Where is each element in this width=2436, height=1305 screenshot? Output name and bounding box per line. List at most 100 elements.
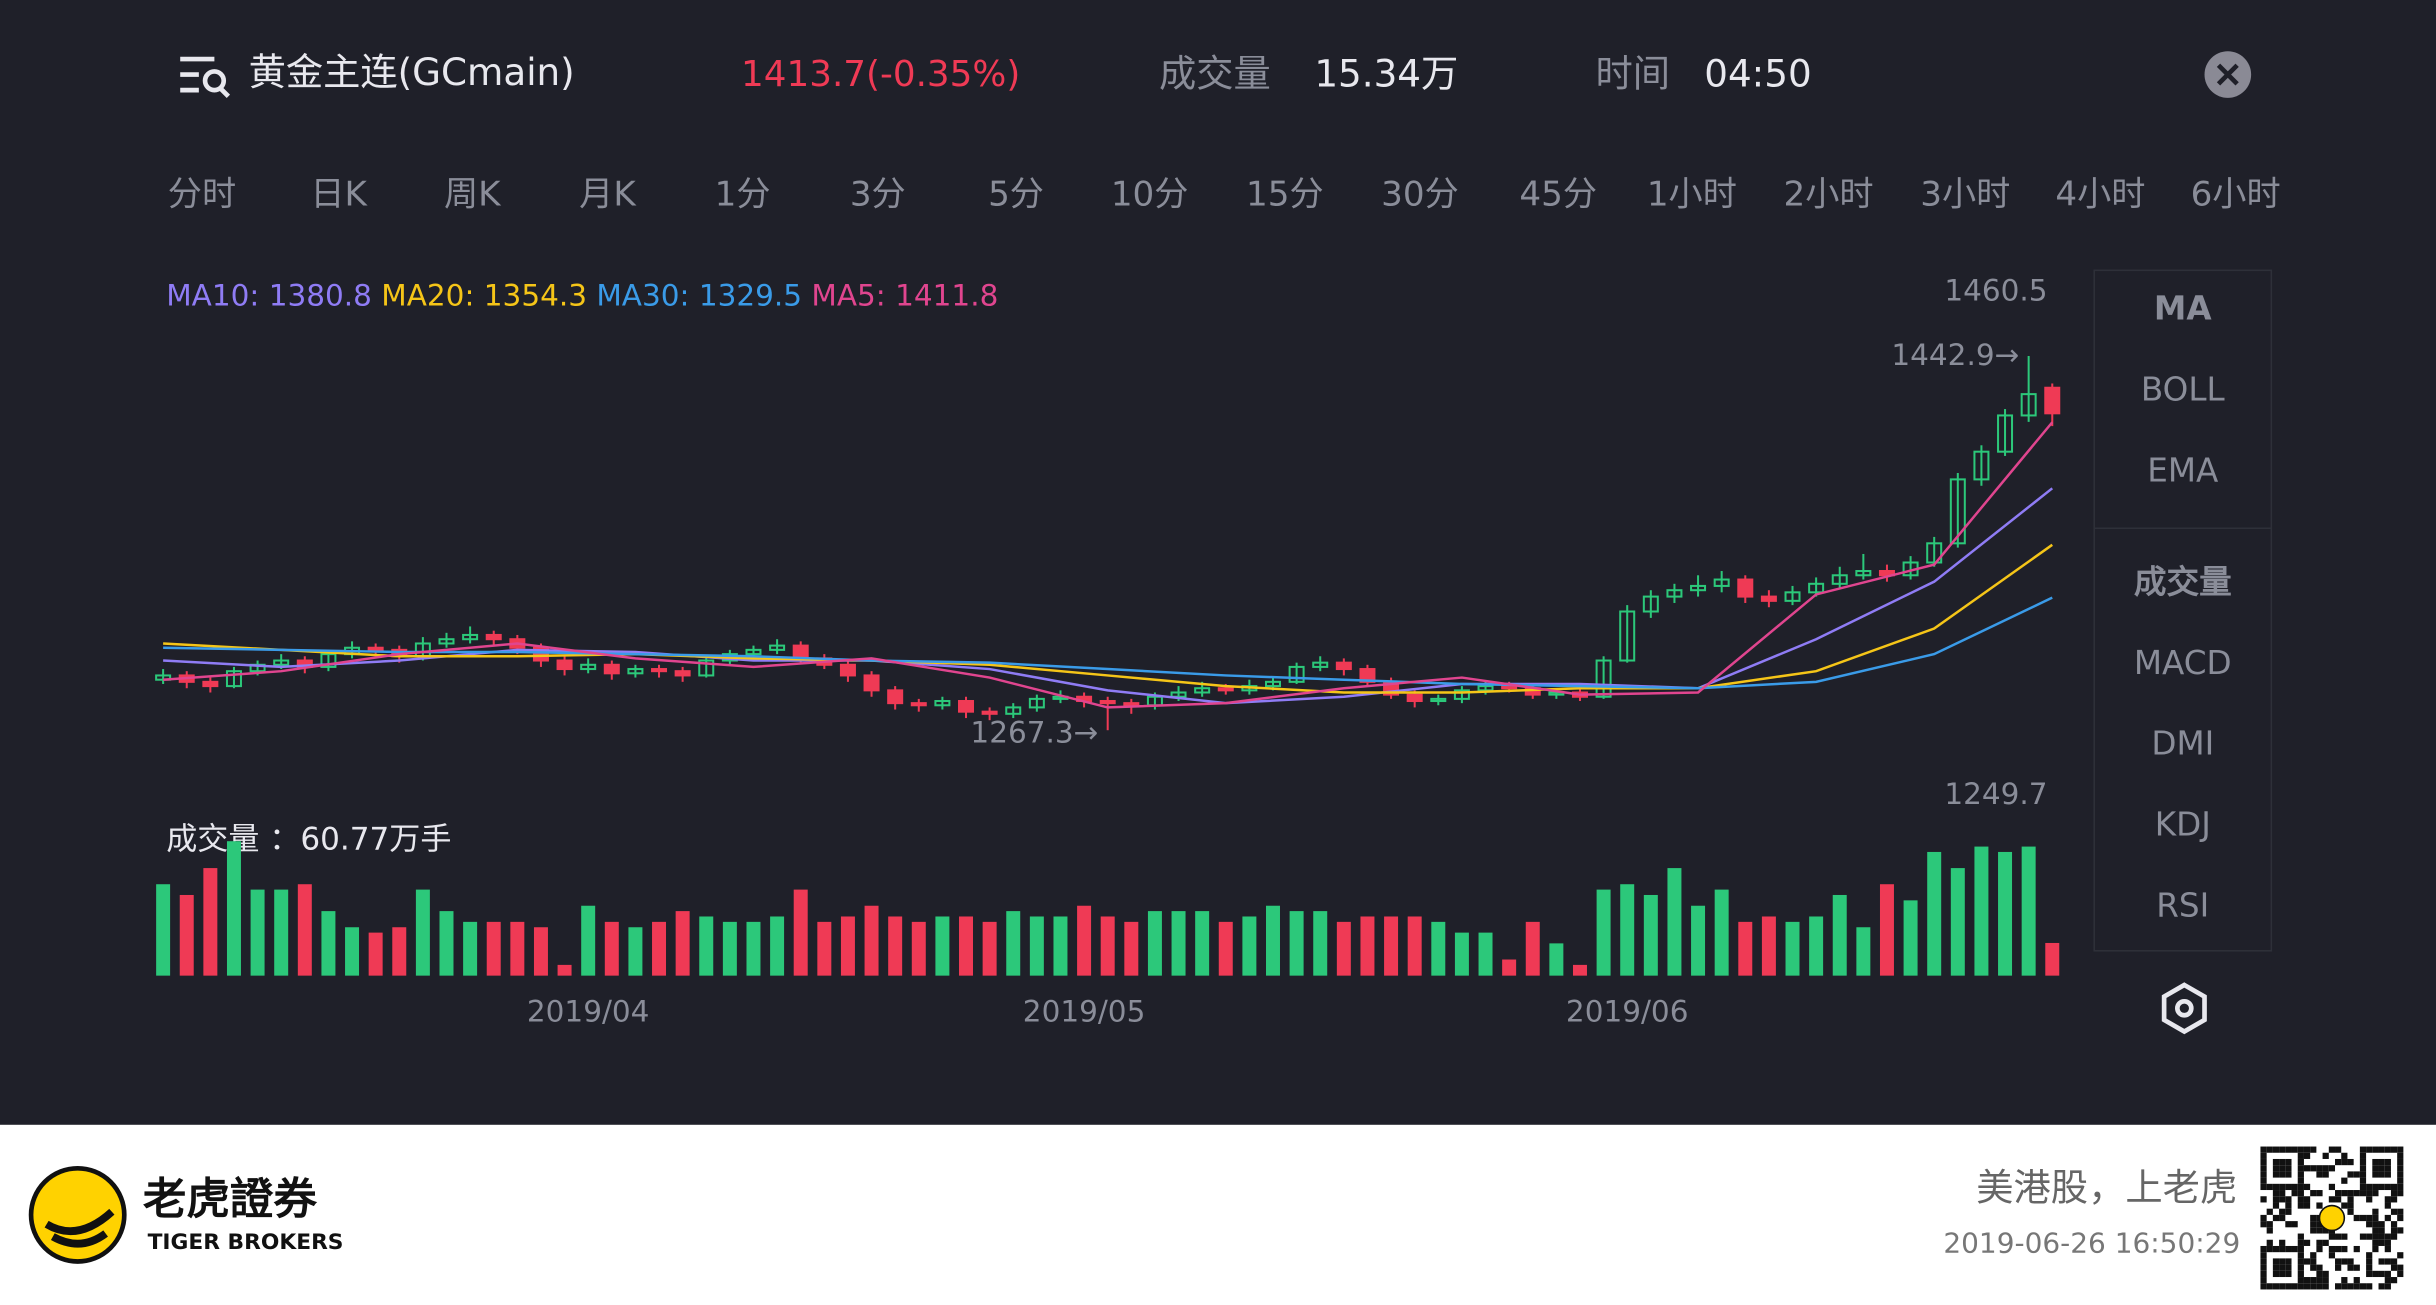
volume-bar [1667,868,1682,976]
low-value: 1267.3 [970,715,1073,749]
candle-body [1430,697,1447,703]
candle-body [769,644,786,651]
volume-bar [345,927,360,976]
candle-body [1170,691,1187,698]
qr-cell [2372,1214,2379,1222]
qr-cell [2384,1146,2391,1153]
qr-cell [2310,1214,2317,1222]
qr-cell [2272,1196,2280,1203]
qr-cell [2322,1227,2329,1234]
tab[interactable]: 30分 [1381,174,1459,214]
tab[interactable]: 日K [310,174,368,214]
qr-cell [2384,1233,2391,1240]
qr-cell [2397,1158,2404,1166]
qr-cell [2297,1252,2304,1259]
candle-body [225,670,242,688]
volume-bar [179,894,194,976]
qr-cell [2316,1283,2323,1290]
settings-icon[interactable] [2161,982,2207,1035]
volume-bar [1384,916,1399,976]
qr-cell [2303,1196,2311,1203]
tab[interactable]: 2小时 [1784,174,1874,214]
qr-cell [2260,1270,2267,1278]
qr-cell [2297,1171,2304,1178]
qr-cell [2303,1152,2311,1159]
qr-cell [2297,1233,2304,1240]
qr-cell [2390,1196,2398,1203]
side-menu-item[interactable]: MA [2154,290,2212,328]
qr-cell [2366,1190,2373,1197]
tab[interactable]: 3小时 [1920,174,2010,214]
volume-bar [1785,921,1800,976]
qr-cell [2310,1283,2317,1290]
qr-cell [2397,1152,2404,1159]
legend-name: MA20 [381,278,464,312]
qr-cell [2359,1158,2367,1166]
high-value: 1442.9 [1891,337,1994,371]
tab[interactable]: 45分 [1519,174,1597,214]
tab[interactable]: 3分 [850,174,906,214]
qr-cell [2384,1214,2391,1222]
qr-cell [2285,1183,2292,1191]
volume-bar [1643,894,1658,976]
side-menu-item[interactable]: BOLL [2141,370,2225,408]
candle-body [1548,691,1565,696]
background [0,0,2436,1125]
volume-bar [1289,911,1304,976]
qr-cell [2272,1171,2280,1178]
volume-bar [297,884,312,976]
qr-cell [2397,1177,2404,1184]
qr-cell [2372,1227,2379,1234]
side-menu-item[interactable]: RSI [2156,886,2209,924]
qr-cell [2359,1214,2367,1222]
side-menu-item[interactable]: MACD [2134,644,2232,682]
side-menu-item[interactable]: KDJ [2155,805,2211,843]
qr-cell [2353,1190,2360,1197]
side-menu-item[interactable]: 成交量 [2134,563,2232,601]
time: 04:50 [1704,52,1811,96]
qr-cell [2297,1165,2304,1172]
qr-cell [2378,1221,2385,1228]
qr-cell [2279,1158,2286,1166]
candle-body [1194,687,1211,694]
volume-bar [1195,911,1210,976]
qr-cell [2378,1165,2385,1172]
tab[interactable]: 周K [444,174,502,214]
volume-bar [1809,916,1824,976]
tab[interactable]: 5分 [988,174,1044,214]
low-annotation: 1267.3→ [970,715,1098,749]
qr-cell [2372,1171,2379,1178]
tab[interactable]: 分时 [168,174,236,214]
volume-bar [392,927,407,976]
tab[interactable]: 4小时 [2055,174,2145,214]
qr-cell [2335,1245,2342,1253]
side-menu-item[interactable]: EMA [2147,451,2219,489]
volume-bar [1549,943,1564,976]
qr-cell [2285,1171,2292,1178]
tab[interactable]: 月K [579,174,637,214]
volume-bar [1336,921,1351,976]
legend-value: 1411.8 [895,278,998,312]
side-menu-item[interactable]: DMI [2151,725,2214,763]
candle-body [1926,542,1943,564]
candle-body [603,663,620,675]
qr-cell [2384,1283,2391,1290]
qr-cell [2372,1245,2379,1253]
tab[interactable]: 1小时 [1647,174,1737,214]
tab[interactable]: 15分 [1246,174,1324,214]
candle-body [273,659,290,666]
tab[interactable]: 10分 [1111,174,1189,214]
qr-cell [2335,1190,2342,1197]
volume-bar [604,921,619,976]
search-icon[interactable] [180,56,231,98]
candle-body [1217,687,1234,692]
qr-cell [2303,1258,2311,1265]
volume-title-text: 成交量 [166,821,269,857]
qr-cell [2390,1227,2398,1234]
tab[interactable]: 6小时 [2191,174,2281,214]
tab[interactable]: 1分 [715,174,771,214]
qr-cell [2359,1171,2367,1178]
volume-bar [1950,868,1965,976]
close-button[interactable] [2204,51,2252,98]
